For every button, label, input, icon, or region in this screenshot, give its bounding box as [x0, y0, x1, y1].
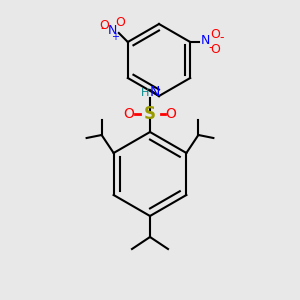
Text: -: - [208, 41, 212, 54]
Text: N: N [200, 34, 210, 47]
Text: O: O [124, 107, 134, 121]
Text: N: N [149, 85, 160, 98]
Text: O: O [211, 43, 220, 56]
Text: O: O [166, 107, 176, 121]
Text: S: S [144, 105, 156, 123]
Text: +: + [111, 32, 119, 43]
Text: O: O [99, 19, 109, 32]
Text: H: H [141, 88, 150, 98]
Text: -: - [100, 22, 105, 35]
Text: -: - [219, 31, 224, 44]
Text: O: O [211, 28, 220, 41]
Text: N: N [108, 23, 118, 37]
Text: O: O [116, 16, 125, 29]
